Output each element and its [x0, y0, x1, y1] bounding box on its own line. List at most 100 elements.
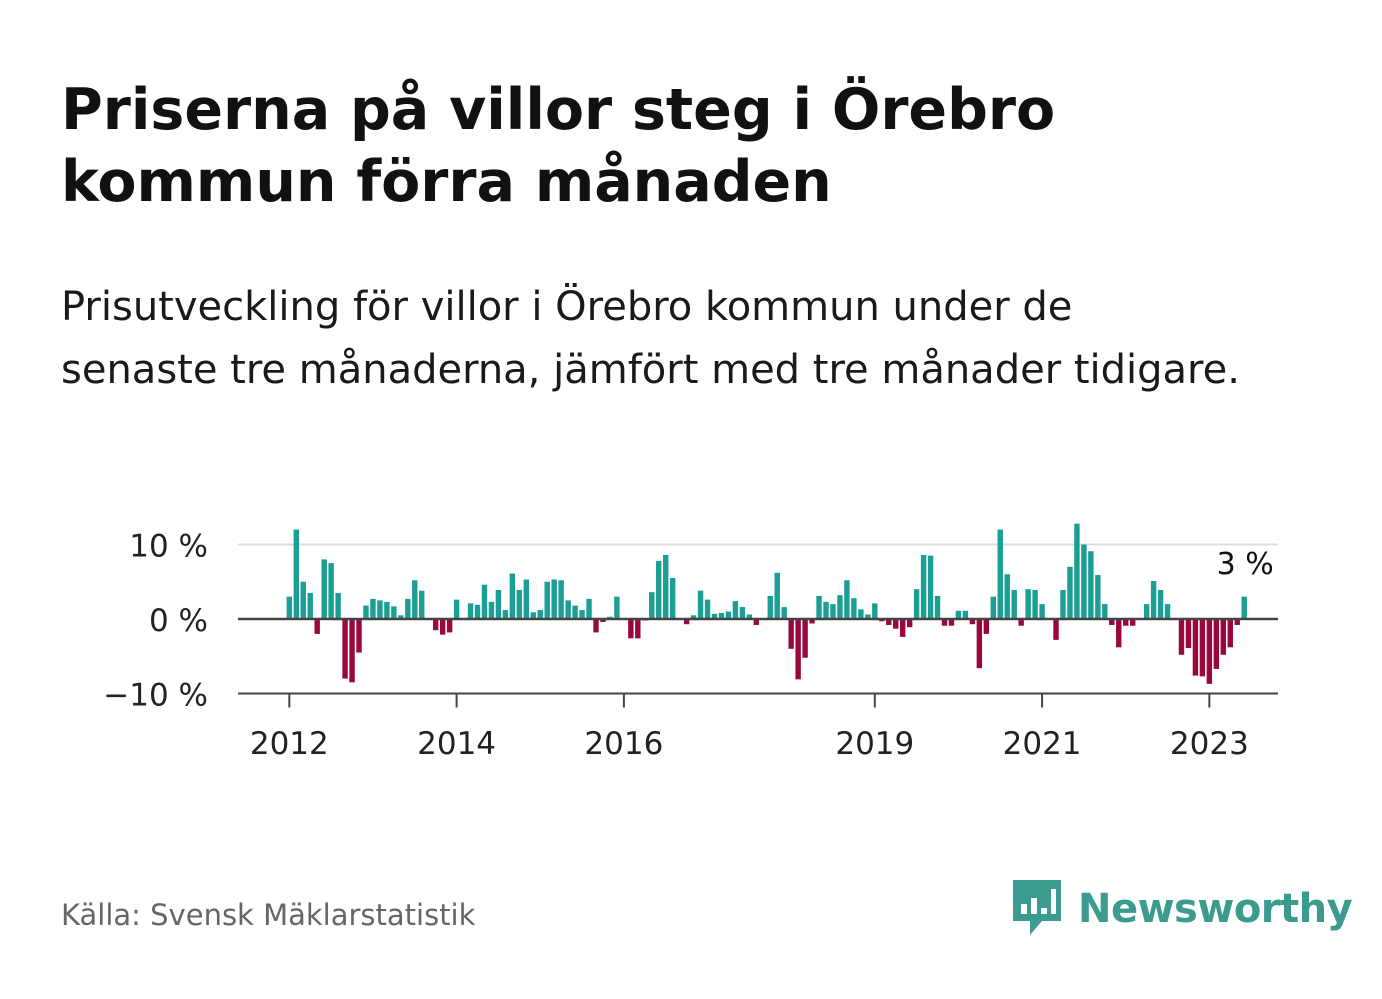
bar [565, 600, 571, 620]
bar [690, 615, 697, 619]
bar [412, 580, 418, 619]
bar [1011, 589, 1017, 619]
bar [586, 598, 592, 619]
bar [795, 619, 801, 680]
chart-subtitle: Prisutveckling för villor i Örebro kommu… [61, 284, 1240, 393]
bar [467, 603, 474, 619]
bar [516, 589, 523, 619]
bar [997, 529, 1003, 619]
bar [948, 619, 955, 626]
y-tick-label: 10 % [129, 529, 208, 565]
bar [530, 612, 536, 619]
bar [593, 619, 599, 633]
bar [614, 596, 620, 619]
bar [1116, 619, 1122, 648]
x-tick-label: 2012 [250, 726, 329, 762]
bar [488, 601, 495, 619]
bar [711, 613, 718, 619]
bar [844, 580, 850, 619]
bar [837, 595, 843, 619]
x-tick-label: 2021 [1003, 726, 1082, 762]
bar [474, 604, 481, 619]
bar [886, 619, 892, 625]
bar [509, 573, 516, 619]
bar [495, 589, 502, 619]
bar [1185, 619, 1192, 649]
bar [439, 619, 446, 635]
bar [537, 610, 543, 619]
bar [335, 592, 341, 619]
bar [314, 619, 320, 634]
bar [1164, 604, 1171, 619]
bar [920, 554, 927, 619]
bar [286, 596, 293, 619]
bar [1220, 619, 1226, 655]
bar [1081, 544, 1087, 619]
bar [579, 610, 585, 619]
bar [635, 619, 641, 639]
bar [823, 601, 829, 619]
bar [941, 619, 948, 626]
x-tick-label: 2016 [584, 726, 663, 762]
bar [1053, 619, 1059, 640]
bar [523, 579, 529, 619]
tick-labels: −10 % 0 % 10 % 2012 2014 2016 2019 2021 2023 3 % [103, 529, 1277, 763]
bar [321, 559, 327, 619]
bar [1102, 604, 1108, 619]
bar [893, 619, 899, 629]
bar [656, 560, 662, 619]
x-tick-label: 2023 [1170, 726, 1249, 762]
bar [872, 603, 878, 619]
brand-logo[interactable]: Newsworthy [1010, 877, 1353, 941]
bar [851, 598, 857, 619]
bar [1074, 523, 1080, 619]
bar [809, 619, 815, 624]
bar [976, 619, 983, 669]
bar [1143, 604, 1150, 619]
y-tick-label: 0 % [149, 603, 208, 639]
bar [683, 619, 690, 625]
bar [781, 607, 787, 619]
bar [927, 555, 934, 619]
bar [1206, 619, 1213, 684]
bar [1018, 619, 1024, 626]
bar [600, 619, 606, 622]
bar [1150, 581, 1157, 619]
bar [453, 599, 460, 619]
bars [286, 523, 1247, 684]
bar-chart: −10 % 0 % 10 % 2012 2014 2016 2019 2021 2023 3 % [103, 523, 1278, 763]
brand-name: Newsworthy [1078, 886, 1353, 932]
bar [1213, 619, 1220, 669]
bar [1199, 619, 1206, 677]
bar [446, 619, 453, 633]
bar [356, 619, 362, 653]
x-tick-label: 2014 [417, 726, 496, 762]
bar [1157, 589, 1164, 619]
bar [628, 619, 634, 639]
bar [697, 590, 704, 619]
bar [1039, 604, 1045, 619]
bar [1178, 619, 1185, 655]
bar [962, 610, 969, 619]
bar [899, 619, 906, 637]
bar [572, 605, 578, 619]
bar [398, 615, 404, 619]
bar [1227, 619, 1233, 648]
bar [788, 619, 794, 649]
chart-title: Priserna på villor steg i Örebro kommun … [61, 77, 1056, 215]
bar [934, 595, 941, 619]
bar [990, 596, 996, 619]
bar [384, 601, 390, 619]
gridlines [238, 543, 1278, 695]
bar [1109, 619, 1115, 625]
bar [1192, 619, 1199, 676]
bar [377, 600, 383, 620]
bar [746, 614, 753, 619]
bar [405, 598, 411, 619]
bar [544, 581, 550, 619]
bar [732, 601, 739, 619]
bar [1004, 574, 1010, 619]
bar [328, 563, 334, 620]
bar [969, 619, 976, 625]
bar [865, 614, 871, 619]
